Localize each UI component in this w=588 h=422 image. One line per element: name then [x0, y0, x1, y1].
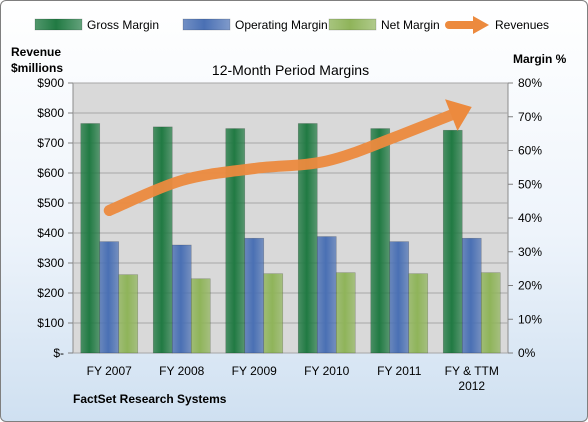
category-label: 2012	[458, 379, 485, 393]
operating-margin-legend-swatch	[182, 18, 231, 31]
right-tick-label: 60%	[518, 144, 542, 158]
right-tick-label: 20%	[518, 279, 542, 293]
gross-margin-bar	[225, 128, 246, 354]
right-axis-title: Margin %	[513, 52, 567, 66]
chart-title: 12-Month Period Margins	[212, 62, 369, 78]
left-tick-label: $200	[37, 286, 64, 300]
gross-margin-bar	[152, 126, 173, 354]
operating-margin-bar	[99, 241, 120, 354]
right-tick-label: 80%	[518, 76, 542, 90]
net-margin-bar	[335, 272, 356, 354]
revenues-legend-arrowhead	[473, 16, 489, 34]
category-label: FY & TTM	[445, 364, 499, 378]
operating-margin-bar	[171, 244, 192, 354]
category-label: FY 2011	[377, 364, 422, 378]
chart-footer: FactSet Research Systems	[73, 392, 227, 406]
operating-margin-bar	[316, 236, 337, 354]
left-tick-label: $100	[37, 316, 64, 330]
left-tick-label: $900	[37, 76, 64, 90]
gross-margin-bar	[370, 128, 391, 354]
gross-margin-legend-swatch	[34, 18, 83, 31]
right-tick-label: 50%	[518, 177, 542, 191]
gross-margin-bar	[442, 129, 463, 354]
operating-margin-bar	[461, 237, 482, 354]
category-label: FY 2007	[87, 364, 132, 378]
category-label: FY 2009	[232, 364, 277, 378]
left-axis-title: $millions	[11, 61, 63, 75]
left-tick-label: $700	[37, 136, 64, 150]
left-tick-label: $600	[37, 166, 64, 180]
legend-label: Gross Margin	[87, 18, 159, 32]
category-label: FY 2008	[159, 364, 204, 378]
right-tick-label: 40%	[518, 211, 542, 225]
net-margin-bar	[263, 273, 284, 354]
revenues-line	[103, 109, 457, 216]
gross-margin-bar	[80, 123, 101, 354]
right-tick-label: 70%	[518, 110, 542, 124]
legend-label: Operating Margin	[235, 18, 328, 32]
legend-label: Net Margin	[381, 18, 440, 32]
left-tick-label: $300	[37, 256, 64, 270]
legend-label: Revenues	[495, 18, 549, 32]
left-tick-label: $-	[53, 346, 64, 360]
left-tick-label: $500	[37, 196, 64, 210]
right-tick-label: 10%	[518, 312, 542, 326]
operating-margin-bar	[244, 237, 265, 354]
left-tick-label: $400	[37, 226, 64, 240]
net-margin-legend-swatch	[328, 18, 377, 31]
right-tick-label: 30%	[518, 245, 542, 259]
category-label: FY 2010	[304, 364, 349, 378]
left-tick-label: $800	[37, 106, 64, 120]
operating-margin-bar	[389, 241, 410, 354]
revenues-arrowhead	[445, 99, 472, 131]
left-axis-title: Revenue	[11, 45, 61, 59]
net-margin-bar	[118, 274, 139, 354]
net-margin-bar	[190, 278, 211, 354]
net-margin-bar	[408, 273, 429, 354]
right-tick-label: 0%	[518, 346, 536, 360]
net-margin-bar	[480, 272, 501, 354]
plot-area	[72, 82, 509, 354]
